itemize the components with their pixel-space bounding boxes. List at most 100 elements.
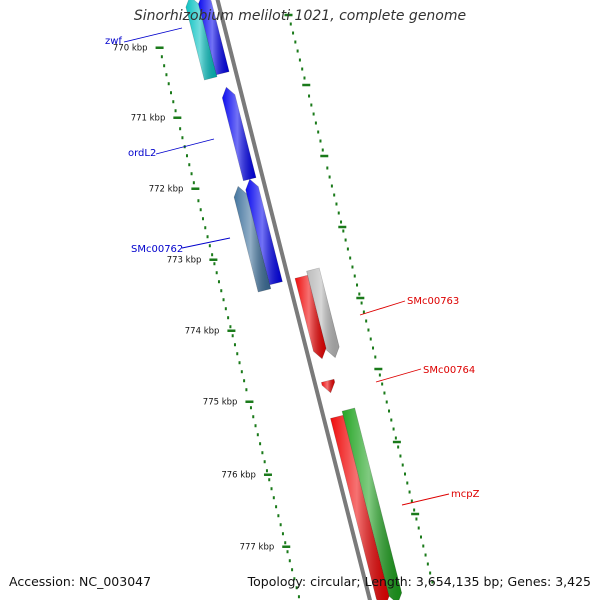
scale-minor-tick [298,58,301,62]
accession-text: Accession: NC_003047 [9,574,152,589]
gene-feature-arrow-shading [245,179,283,285]
scale-minor-tick [275,505,278,509]
scale-minor-tick [335,202,338,206]
gene-ordl2-arrow-shading [222,87,256,181]
scale-minor-tick [356,283,359,287]
scale-minor-tick [340,220,343,224]
scale-minor-tick [415,517,418,521]
gene-label-leader [155,138,215,155]
gene-label-leader [123,27,183,43]
gene-label-ordl2[interactable]: ordL2 [128,148,156,159]
scale-minor-tick [353,274,356,278]
scale-minor-tick [227,316,230,320]
scale-minor-tick [229,325,232,329]
scale-minor-tick [263,460,266,464]
scale-minor-tick [293,577,296,581]
scale-minor-tick [392,427,395,431]
scale-minor-tick [314,121,317,125]
gene-label-smc00762[interactable]: SMc00762 [131,244,183,255]
scale-minor-tick [297,595,300,599]
scale-minor-tick [167,82,170,86]
scale-minor-tick [342,229,345,233]
scale-tick-label: 777 kbp [240,543,275,553]
scale-minor-tick [236,352,239,356]
scale-minor-tick [312,112,315,116]
scale-minor-tick [362,310,365,314]
scale-minor-tick [372,346,375,350]
scale-tick-label: 775 kbp [203,398,238,408]
scale-minor-tick [344,238,347,242]
scale-minor-tick [185,154,188,158]
scale-minor-tick [181,136,184,140]
scale-minor-tick [233,343,236,347]
scale-minor-tick [406,481,409,485]
scale-minor-tick [217,280,220,284]
scale-minor-tick [374,355,377,359]
gene-label-smc00764[interactable]: SMc00764 [423,365,475,376]
scale-minor-tick [351,265,354,269]
gene-label-leader [359,300,406,316]
scale-minor-tick [337,211,340,215]
scale-minor-tick [252,415,255,419]
scale-minor-tick [204,226,207,230]
scale-minor-tick [431,580,434,584]
scale-minor-tick [249,406,252,410]
scale-minor-tick [222,298,225,302]
scale-minor-tick [220,289,223,293]
scale-minor-tick [317,130,320,134]
gene-smc00764-arrow-shading [321,379,335,393]
scale-minor-tick [265,469,268,473]
gene-mcpz-arrow-shading [342,408,402,600]
scale-minor-tick [284,541,287,545]
scale-minor-tick [288,559,291,563]
scale-minor-tick [413,508,416,512]
scale-minor-tick [426,562,429,566]
scale-minor-tick [201,217,204,221]
gene-feature-arrow-shading [330,415,390,600]
genome-summary-text: Topology: circular; Length: 3,654,135 bp… [247,574,591,589]
gene-smc00763-arrow-shading [306,268,340,358]
scale-minor-tick [270,487,273,491]
scale-minor-tick [259,442,262,446]
scale-minor-tick [240,370,243,374]
gene-label-leader [375,368,422,383]
scale-minor-tick [160,55,163,59]
scale-minor-tick [279,523,282,527]
scale-minor-tick [328,175,331,179]
scale-minor-tick [192,181,195,185]
scale-minor-tick [388,409,391,413]
scale-minor-tick [172,100,175,104]
gene-label-leader [401,493,450,506]
scale-minor-tick [408,490,411,494]
scale-minor-tick [424,553,427,557]
scale-minor-tick [360,301,363,305]
genome-backbone [215,0,372,600]
scale-minor-tick [326,166,329,170]
scale-minor-tick [199,208,202,212]
scale-minor-tick [211,253,214,257]
gene-feature-arrow-shading [295,275,327,359]
scale-minor-tick [268,478,271,482]
scale-minor-tick [399,454,402,458]
scale-minor-tick [321,148,324,152]
scale-minor-tick [261,451,264,455]
scale-minor-tick [378,373,381,377]
scale-minor-tick [281,532,284,536]
scale-minor-tick [213,262,216,266]
gene-smc00762-arrow-shading [234,186,271,292]
scale-minor-tick [333,193,336,197]
scale-minor-tick [238,361,241,365]
scale-tick-label: 772 kbp [149,185,184,195]
gene-label-smc00763[interactable]: SMc00763 [407,296,459,307]
scale-minor-tick [410,499,413,503]
scale-tick-label: 773 kbp [167,256,202,266]
scale-minor-tick [289,22,292,26]
scale-minor-tick [256,433,259,437]
gene-label-mcpz[interactable]: mcpZ [451,489,480,500]
scale-minor-tick [272,496,275,500]
scale-minor-tick [381,382,384,386]
scale-minor-tick [206,235,209,239]
scale-minor-tick [349,256,352,260]
gene-label-zwf[interactable]: zwf [105,36,122,47]
